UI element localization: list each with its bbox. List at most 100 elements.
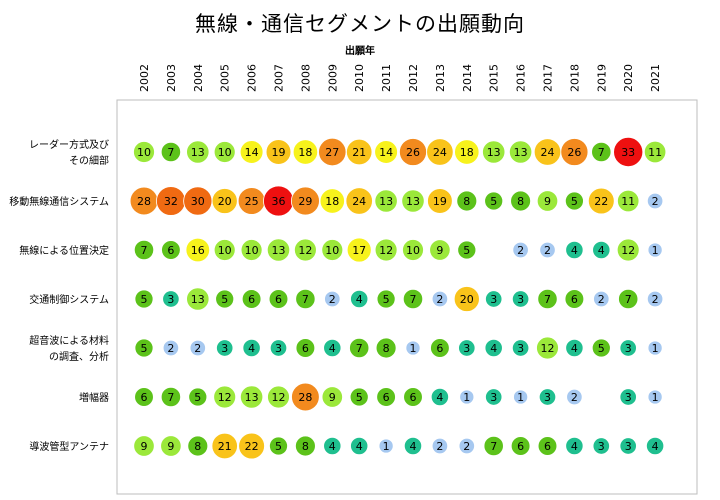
- row-label: 超音波による材料: [29, 334, 109, 347]
- bubble: [616, 238, 640, 262]
- bubble-value-label: 33: [621, 146, 635, 159]
- bubble-value-label: 7: [141, 244, 148, 257]
- bubble-value-label: 7: [410, 293, 417, 306]
- bubble: [133, 239, 155, 261]
- bubble-value-label: 24: [541, 146, 555, 159]
- bubble: [431, 437, 449, 455]
- bubble-value-label: 24: [352, 195, 366, 208]
- bubble: [565, 338, 584, 358]
- bubble: [592, 437, 610, 455]
- row-label: 無線による位置決定: [19, 244, 109, 257]
- bubble: [536, 190, 559, 212]
- bubble-value-label: 3: [463, 342, 470, 355]
- bubble-value-label: 1: [652, 244, 659, 257]
- bubble: [211, 432, 238, 460]
- bubble-value-label: 22: [594, 195, 608, 208]
- bubble-value-label: 5: [490, 195, 497, 208]
- bubble-value-label: 6: [436, 342, 443, 355]
- bubble-value-label: 3: [221, 342, 228, 355]
- bubble-value-label: 6: [571, 293, 578, 306]
- bubble-value-label: 3: [517, 342, 524, 355]
- bubble-value-label: 6: [141, 391, 148, 404]
- bubble: [643, 140, 667, 164]
- bubble-value-label: 4: [571, 342, 578, 355]
- bubble: [508, 140, 533, 164]
- bubble-value-label: 13: [245, 391, 259, 404]
- bubble-value-label: 3: [625, 440, 632, 453]
- row-label: の調査、分析: [49, 350, 109, 363]
- bubble: [160, 435, 182, 457]
- bubble-value-label: 18: [298, 146, 312, 159]
- bubble-value-label: 9: [141, 440, 148, 453]
- bubble-value-label: 9: [329, 391, 336, 404]
- year-tick-label: 2016: [515, 64, 528, 92]
- bubble-value-label: 6: [544, 440, 551, 453]
- bubble: [647, 340, 663, 356]
- bubble: [592, 240, 611, 260]
- bubble-value-label: 13: [191, 146, 205, 159]
- bubble: [403, 436, 423, 456]
- bubble-value-label: 32: [164, 195, 178, 208]
- bubble-value-label: 10: [325, 244, 339, 257]
- bubble: [133, 435, 155, 457]
- year-tick-label: 2004: [192, 64, 205, 92]
- year-tick-label: 2020: [622, 64, 635, 92]
- bubble: [565, 240, 584, 260]
- bubble-value-label: 2: [652, 195, 659, 208]
- row-label: レーダー方式及び: [29, 138, 109, 151]
- year-tick-label: 2017: [542, 64, 555, 92]
- bubble-value-label: 7: [625, 293, 632, 306]
- bubble-value-label: 3: [167, 293, 174, 306]
- bubble-value-label: 9: [544, 195, 551, 208]
- year-tick-label: 2002: [138, 64, 151, 92]
- bubble-value-label: 4: [248, 342, 255, 355]
- bubble-value-label: 7: [167, 391, 174, 404]
- bubble: [216, 339, 234, 357]
- bubble-value-label: 12: [541, 342, 555, 355]
- bubble: [321, 386, 343, 408]
- bubble: [566, 388, 583, 406]
- bubble: [482, 140, 506, 164]
- bubble: [564, 191, 584, 211]
- bubble-value-label: 1: [463, 391, 470, 404]
- bubble-value-label: 4: [356, 440, 363, 453]
- row-label: 導波管型アンテナ: [29, 440, 109, 453]
- bubble-value-label: 1: [652, 342, 659, 355]
- bubble-value-label: 6: [410, 391, 417, 404]
- bubble: [485, 388, 503, 406]
- bubble-value-label: 26: [567, 146, 581, 159]
- bubble-value-label: 16: [191, 244, 205, 257]
- bubble-value-label: 2: [329, 293, 336, 306]
- bubble-value-label: 13: [487, 146, 501, 159]
- bubble: [267, 385, 290, 409]
- bubble: [512, 241, 529, 259]
- bubble-value-label: 5: [383, 293, 390, 306]
- bubble-value-label: 2: [194, 342, 201, 355]
- bubble-value-label: 2: [571, 391, 578, 404]
- bubble-value-label: 6: [275, 293, 282, 306]
- year-tick-label: 2014: [461, 64, 474, 92]
- bubble: [294, 238, 317, 262]
- bubble: [483, 435, 504, 457]
- bubble: [265, 139, 292, 165]
- bubble-value-label: 3: [490, 391, 497, 404]
- bubble: [617, 189, 640, 213]
- bubble: [269, 339, 288, 357]
- bubble: [376, 289, 396, 309]
- bubble-value-label: 1: [652, 391, 659, 404]
- bubble: [189, 339, 206, 357]
- x-axis-label: 出願年: [345, 46, 375, 57]
- bubble-value-label: 6: [517, 440, 524, 453]
- bubble-value-label: 7: [302, 293, 309, 306]
- bubble-value-label: 8: [302, 440, 309, 453]
- bubble-value-label: 4: [490, 342, 497, 355]
- bubble: [345, 187, 373, 215]
- bubble-value-label: 5: [571, 195, 578, 208]
- bubble: [134, 387, 154, 407]
- bubble-value-label: 8: [383, 342, 390, 355]
- bubble: [374, 238, 398, 262]
- bubble: [510, 436, 531, 456]
- bubble-value-label: 2: [598, 293, 605, 306]
- bubble: [350, 436, 369, 456]
